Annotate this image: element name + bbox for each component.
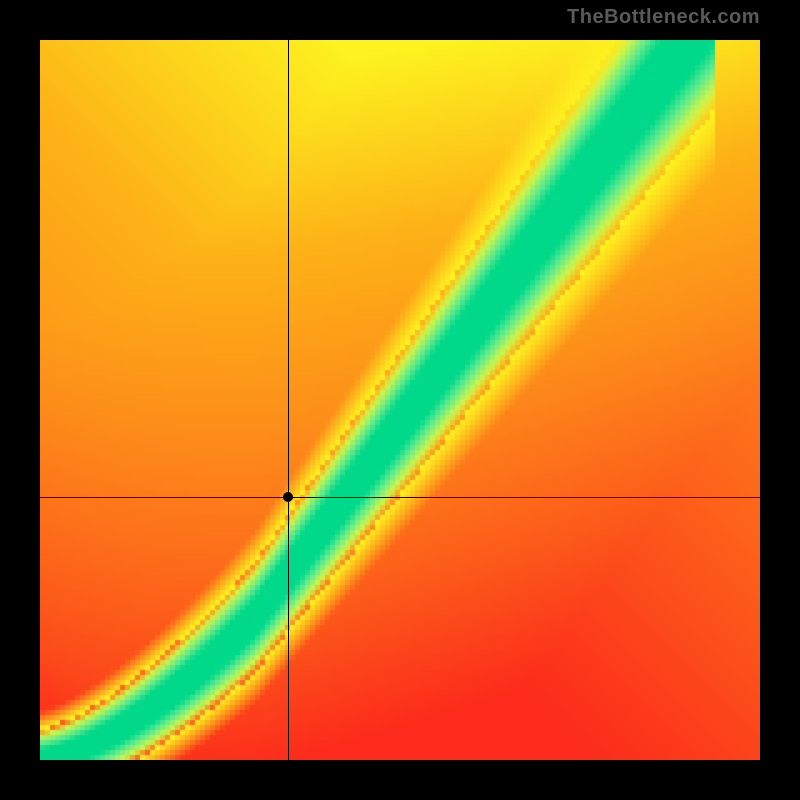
plot-area (40, 40, 760, 760)
watermark-text: TheBottleneck.com (567, 6, 760, 29)
heatmap-canvas (40, 40, 760, 760)
